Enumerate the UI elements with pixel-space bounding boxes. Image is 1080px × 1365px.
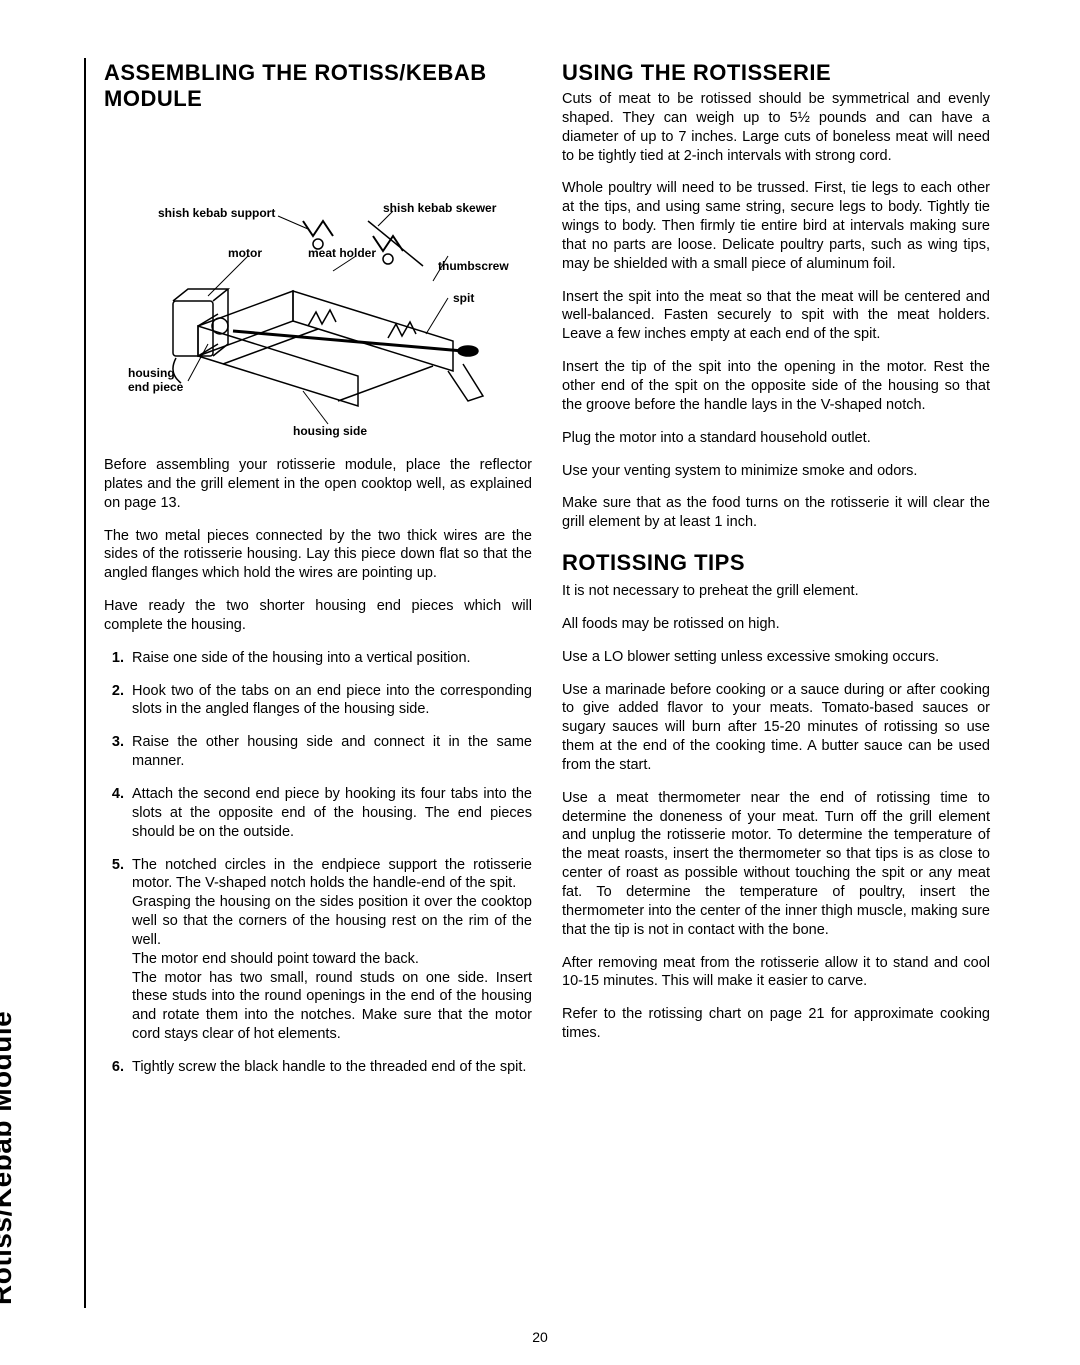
using-p4: Insert the tip of the spit into the open… bbox=[562, 358, 990, 415]
label-thumbscrew: thumbscrew bbox=[438, 259, 509, 273]
assembling-heading: ASSEMBLING THE ROTISS/KEBAB MODULE bbox=[104, 60, 532, 112]
label-motor: motor bbox=[228, 246, 262, 260]
step-3: Raise the other housing side and connect… bbox=[128, 733, 532, 771]
using-p6: Use your venting system to minimize smok… bbox=[562, 462, 990, 481]
step-6: Tightly screw the black handle to the th… bbox=[128, 1058, 532, 1077]
page-number: 20 bbox=[532, 1329, 548, 1345]
vertical-rule bbox=[84, 58, 86, 1308]
tip-5: Use a meat thermometer near the end of r… bbox=[562, 789, 990, 940]
intro-para-2: The two metal pieces connected by the tw… bbox=[104, 527, 532, 584]
tip-7: Refer to the rotissing chart on page 21 … bbox=[562, 1005, 990, 1043]
label-shish-support: shish kebab support bbox=[158, 206, 275, 220]
step-2: Hook two of the tabs on an end piece int… bbox=[128, 682, 532, 720]
tip-2: All foods may be rotissed on high. bbox=[562, 615, 990, 634]
using-p1: Cuts of meat to be rotissed should be sy… bbox=[562, 90, 990, 165]
intro-para-1: Before assembling your rotisserie module… bbox=[104, 456, 532, 513]
label-shish-skewer: shish kebab skewer bbox=[383, 201, 496, 215]
using-p5: Plug the motor into a standard household… bbox=[562, 429, 990, 448]
label-housing-end: housing end piece bbox=[128, 366, 183, 394]
step-5: The notched circles in the endpiece supp… bbox=[128, 856, 532, 1044]
using-heading: USING THE ROTISSERIE bbox=[562, 60, 990, 86]
tip-3: Use a LO blower setting unless excessive… bbox=[562, 648, 990, 667]
tips-heading: ROTISSING TIPS bbox=[562, 550, 990, 576]
intro-para-3: Have ready the two shorter housing end p… bbox=[104, 597, 532, 635]
using-p3: Insert the spit into the meat so that th… bbox=[562, 288, 990, 345]
using-p2: Whole poultry will need to be trussed. F… bbox=[562, 179, 990, 273]
tip-4: Use a marinade before cooking or a sauce… bbox=[562, 681, 990, 775]
tip-1: It is not necessary to preheat the grill… bbox=[562, 582, 990, 601]
step-1: Raise one side of the housing into a ver… bbox=[128, 649, 532, 668]
using-p7: Make sure that as the food turns on the … bbox=[562, 494, 990, 532]
label-spit: spit bbox=[453, 291, 474, 305]
step-4: Attach the second end piece by hooking i… bbox=[128, 785, 532, 842]
assembly-steps: Raise one side of the housing into a ver… bbox=[104, 649, 532, 1077]
tip-6: After removing meat from the rotisserie … bbox=[562, 954, 990, 992]
page-content: ASSEMBLING THE ROTISS/KEBAB MODULE bbox=[0, 0, 1080, 1121]
right-column: USING THE ROTISSERIE Cuts of meat to be … bbox=[562, 60, 990, 1091]
sidebar-tab-label: Rotiss/Kebab Module bbox=[0, 1011, 18, 1305]
label-meat-holder: meat holder bbox=[308, 246, 376, 260]
rotisserie-diagram: shish kebab support shish kebab skewer m… bbox=[128, 126, 508, 436]
left-column: ASSEMBLING THE ROTISS/KEBAB MODULE bbox=[104, 60, 532, 1091]
label-housing-side: housing side bbox=[293, 424, 367, 438]
